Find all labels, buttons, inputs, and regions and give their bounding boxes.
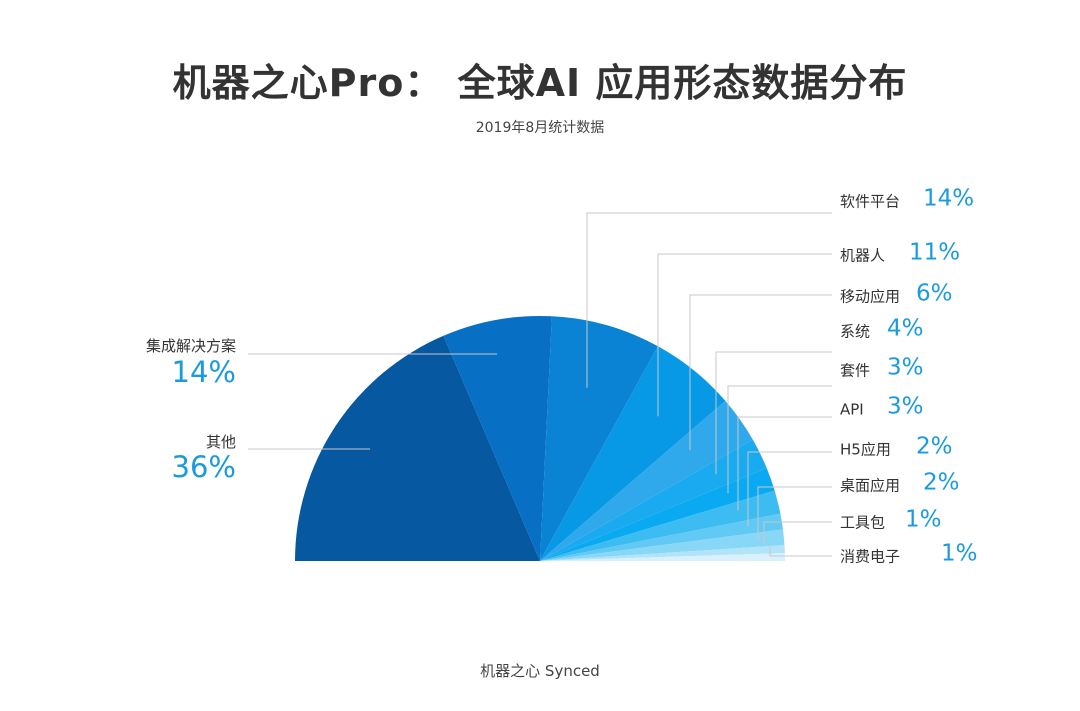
- chart-title: 机器之心Pro： 全球AI 应用形态数据分布: [172, 61, 908, 105]
- slice-percent-label: 2%: [916, 434, 953, 460]
- slice-3: [540, 346, 726, 561]
- slice-7: [540, 490, 781, 561]
- slice-percent-label: 4%: [887, 316, 924, 342]
- slice-6: [540, 468, 775, 561]
- leader-line: [727, 385, 832, 493]
- slice-name-label: 系统: [840, 323, 870, 341]
- slice-9: [540, 529, 785, 561]
- source-footer: 机器之心 Synced: [480, 662, 600, 680]
- slice-percent-label: 6%: [916, 281, 953, 307]
- slice-name-label: 桌面应用: [840, 477, 900, 495]
- slice-name-label: 消费电子: [840, 548, 900, 566]
- slice-percent-label: 36%: [172, 450, 236, 484]
- leader-line: [657, 253, 832, 417]
- slice-8: [540, 513, 783, 561]
- slice-percent-label: 14%: [923, 186, 974, 212]
- slice-name-label: 软件平台: [840, 193, 900, 211]
- slice-4: [540, 400, 753, 561]
- slice-1: [443, 316, 552, 561]
- slice-percent-label: 3%: [887, 394, 924, 420]
- slice-11: [540, 553, 785, 561]
- slice-5: [540, 439, 767, 561]
- slice-percent-label: 11%: [909, 240, 960, 266]
- chart-subtitle: 2019年8月统计数据: [475, 120, 605, 136]
- leader-line: [769, 545, 832, 557]
- leader-line: [715, 351, 832, 475]
- slice-percent-label: 1%: [905, 507, 942, 533]
- slice-2: [540, 316, 658, 561]
- slice-name-label: 套件: [840, 362, 870, 380]
- leader-line: [586, 212, 832, 388]
- pie-slices: [295, 316, 785, 561]
- slice-percent-label: 3%: [887, 355, 924, 381]
- slice-name-label: 移动应用: [840, 288, 900, 306]
- leader-line: [689, 294, 832, 451]
- leader-line: [763, 521, 832, 545]
- slice-percent-label: 2%: [923, 470, 960, 496]
- slice-name-label: 集成解决方案: [146, 337, 236, 355]
- slice-name-label: 其他: [206, 433, 236, 451]
- slice-10: [540, 545, 785, 561]
- leader-line: [747, 451, 832, 527]
- slice-name-label: API: [840, 401, 864, 419]
- leader-lines: [248, 212, 832, 557]
- slice-name-label: 机器人: [840, 247, 885, 265]
- slice-0: [295, 335, 540, 561]
- leader-line: [737, 416, 832, 511]
- slice-name-label: 工具包: [840, 514, 885, 532]
- slice-percent-label: 14%: [172, 355, 236, 389]
- slice-percent-label: 1%: [941, 541, 978, 567]
- leader-line: [757, 486, 832, 540]
- slice-name-label: H5应用: [840, 441, 891, 459]
